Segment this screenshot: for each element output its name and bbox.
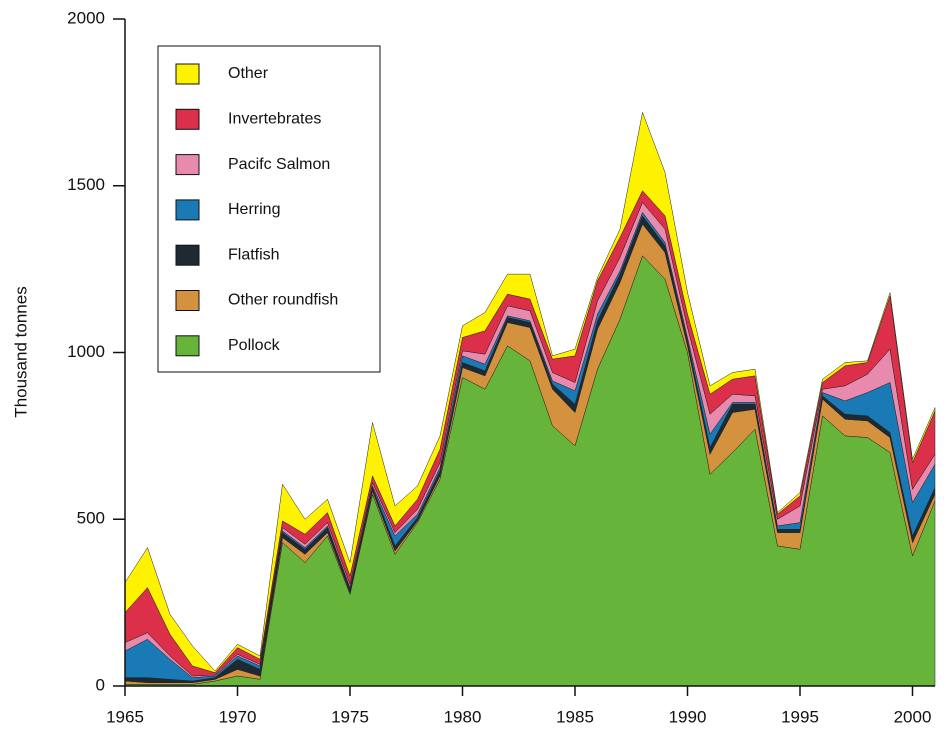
legend-swatch — [175, 154, 200, 176]
legend-label: Other roundfish — [228, 292, 338, 309]
x-tick-label: 1995 — [781, 707, 819, 726]
legend: Pollock Other roundfish Flatfish Herring Pac… — [175, 63, 338, 357]
y-tick-label: 0 — [96, 675, 105, 694]
legend-swatch — [175, 108, 200, 130]
x-tick-label: 1965 — [106, 707, 144, 726]
x-tick-label: 1975 — [331, 707, 369, 726]
x-tick-label: 1980 — [444, 707, 482, 726]
x-tick-label: 2000 — [894, 707, 932, 726]
x-tick-label: 1985 — [556, 707, 594, 726]
legend-label: Herring — [228, 201, 280, 218]
area — [124, 112, 936, 673]
y-tick-label: 500 — [77, 509, 105, 528]
legend-swatch — [175, 199, 200, 221]
legend-label: Pollock — [228, 337, 281, 354]
legend-label: Pacifc Salmon — [228, 156, 330, 173]
legend-swatch — [175, 335, 200, 357]
legend-swatch — [175, 290, 200, 311]
legend-swatch — [175, 244, 200, 266]
areas — [124, 112, 936, 687]
x-tick-label: 1970 — [219, 707, 257, 726]
x-tick-label: 1990 — [669, 707, 707, 726]
y-tick-label: 1500 — [67, 175, 105, 194]
legend-swatch — [175, 63, 200, 85]
legend-label: Invertebrates — [228, 111, 321, 128]
y-tick-label: 1000 — [67, 342, 105, 361]
y-tick-label: 2000 — [67, 8, 105, 27]
y-axis-label: Thousand tonnes — [11, 286, 30, 417]
axes: 0 500 1000 1500 2000 1965 1970 1975 1980 1985 1990… — [67, 8, 935, 726]
legend-label: Flatfish — [228, 246, 280, 263]
legend-label: Other — [228, 65, 269, 82]
